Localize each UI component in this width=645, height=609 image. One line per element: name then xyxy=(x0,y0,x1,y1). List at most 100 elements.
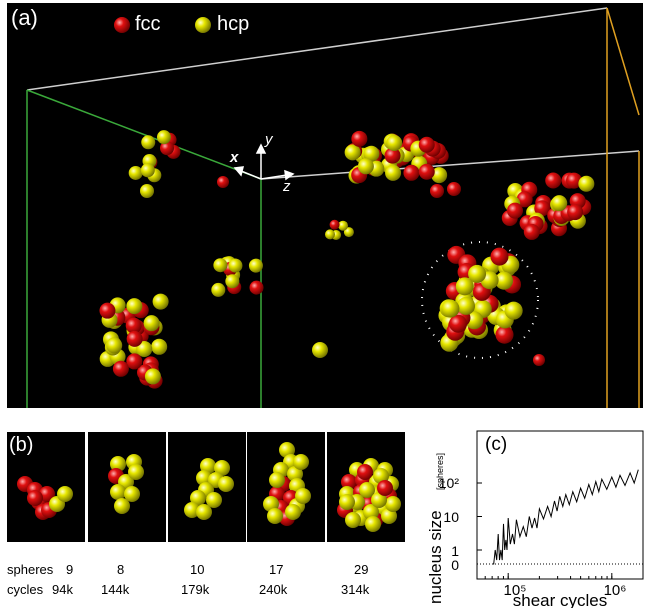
fcc-sphere xyxy=(341,474,357,490)
fcc-sphere xyxy=(126,330,143,347)
hcp-sphere xyxy=(578,175,595,192)
x-axis-label: x xyxy=(230,149,239,166)
hcp-sphere xyxy=(196,470,212,486)
snapshot-4 xyxy=(247,432,325,542)
hcp-sphere xyxy=(213,258,228,273)
hcp-sphere xyxy=(343,227,354,238)
hcp-sphere xyxy=(218,476,234,492)
hcp-sphere xyxy=(136,341,153,358)
nucleus-growth-chart: 10² 10 1 0 10⁵ 10⁶ shear cycles nucleus … xyxy=(426,430,644,608)
x-axis-title: shear cycles xyxy=(513,591,607,608)
hcp-sphere xyxy=(126,298,143,315)
xtick-label-1e5: 10⁵ xyxy=(504,582,527,599)
hcp-sphere xyxy=(152,293,169,310)
hcp-sphere xyxy=(357,158,374,175)
hcp-sphere xyxy=(457,296,476,315)
snapshot-2 xyxy=(88,432,166,542)
sphere-clusters xyxy=(99,130,595,389)
hcp-sphere xyxy=(140,163,155,178)
hcp-sphere xyxy=(285,504,301,520)
snapshot-4-cycles: 240k xyxy=(259,582,288,597)
fcc-sphere xyxy=(495,325,514,344)
hcp-sphere xyxy=(110,484,126,500)
fcc-sphere xyxy=(329,219,340,230)
hcp-sphere xyxy=(57,486,73,502)
hcp-sphere xyxy=(386,135,403,152)
fcc-sphere xyxy=(377,480,393,496)
hcp-sphere xyxy=(269,472,285,488)
hcp-sphere xyxy=(339,494,355,510)
fcc-sphere xyxy=(126,353,143,370)
fcc-sphere xyxy=(447,182,461,196)
fcc-sphere xyxy=(403,164,420,181)
hcp-sphere xyxy=(371,492,387,508)
hcp-sphere xyxy=(287,466,303,482)
fcc-sphere xyxy=(534,200,551,217)
snapshot-5-spheres: 29 xyxy=(354,562,369,577)
xtick-label-1e6: 10⁶ xyxy=(604,582,627,599)
fcc-sphere xyxy=(112,360,129,377)
nucleus-size-series-line xyxy=(492,469,639,565)
hcp-sphere xyxy=(441,299,460,318)
snapshot-2-spheres: 8 xyxy=(117,562,125,577)
fcc-sphere xyxy=(449,314,468,333)
hcp-sphere xyxy=(156,130,171,145)
hcp-sphere xyxy=(385,496,401,512)
hcp-sphere xyxy=(267,508,283,524)
y-axis-unit: [spheres] xyxy=(435,453,445,490)
hcp-sphere xyxy=(128,165,143,180)
fcc-sphere xyxy=(27,490,43,506)
hcp-sphere xyxy=(196,504,212,520)
hcp-sphere xyxy=(190,490,206,506)
panel-a-render: (a) fcc hcp y x z xyxy=(7,3,643,408)
hcp-sphere xyxy=(495,271,514,290)
axes-indicator xyxy=(233,143,295,181)
panel-c-label: (c) xyxy=(485,434,507,455)
fcc-sphere xyxy=(545,172,562,189)
hcp-sphere xyxy=(151,338,168,355)
hcp-sphere xyxy=(124,486,140,502)
hcp-legend-label: hcp xyxy=(217,13,250,35)
hcp-sphere xyxy=(143,315,160,332)
hcp-sphere xyxy=(344,144,361,161)
hcp-sphere xyxy=(128,464,144,480)
hcp-sphere xyxy=(431,167,448,184)
z-axis-label: z xyxy=(283,178,291,195)
hcp-sphere xyxy=(312,342,328,358)
hcp-sphere xyxy=(206,492,222,508)
snapshot-3-cycles: 179k xyxy=(181,582,210,597)
fcc-legend-label: fcc xyxy=(135,13,161,35)
hcp-sphere xyxy=(325,229,336,240)
hcp-sphere xyxy=(225,274,240,289)
hcp-sphere xyxy=(248,258,263,273)
fcc-sphere xyxy=(567,204,584,221)
snapshot-5 xyxy=(327,432,405,542)
box-edge-mid xyxy=(260,150,640,180)
fcc-sphere xyxy=(418,163,435,180)
hcp-sphere xyxy=(359,482,375,498)
snapshot-4-spheres: 17 xyxy=(269,562,284,577)
hcp-sphere xyxy=(338,220,349,231)
snapshot-3 xyxy=(168,432,246,542)
hcp-sphere xyxy=(385,164,402,181)
hcp-sphere xyxy=(551,195,568,212)
snapshot-3-spheres: 10 xyxy=(190,562,205,577)
hcp-sphere xyxy=(214,460,230,476)
box-edge-top xyxy=(26,7,608,91)
fcc-sphere xyxy=(351,130,368,147)
fcc-sphere xyxy=(490,247,509,266)
hcp-sphere xyxy=(144,368,161,385)
fcc-sphere xyxy=(418,136,435,153)
y-axis-title: nucleus size xyxy=(426,510,445,604)
spheres-row-label: spheres xyxy=(7,562,54,577)
hcp-sphere xyxy=(455,277,474,296)
hcp-sphere xyxy=(106,337,123,354)
fcc-sphere xyxy=(507,202,524,219)
hcp-sphere xyxy=(468,264,487,283)
snapshot-1: (b) xyxy=(7,432,85,542)
fcc-sphere xyxy=(384,147,401,164)
snapshot-2-cycles: 144k xyxy=(101,582,130,597)
box-edge-green-top xyxy=(26,89,262,180)
ytick-label-0: 0 xyxy=(451,557,459,573)
panel-b-label: (b) xyxy=(9,434,34,456)
